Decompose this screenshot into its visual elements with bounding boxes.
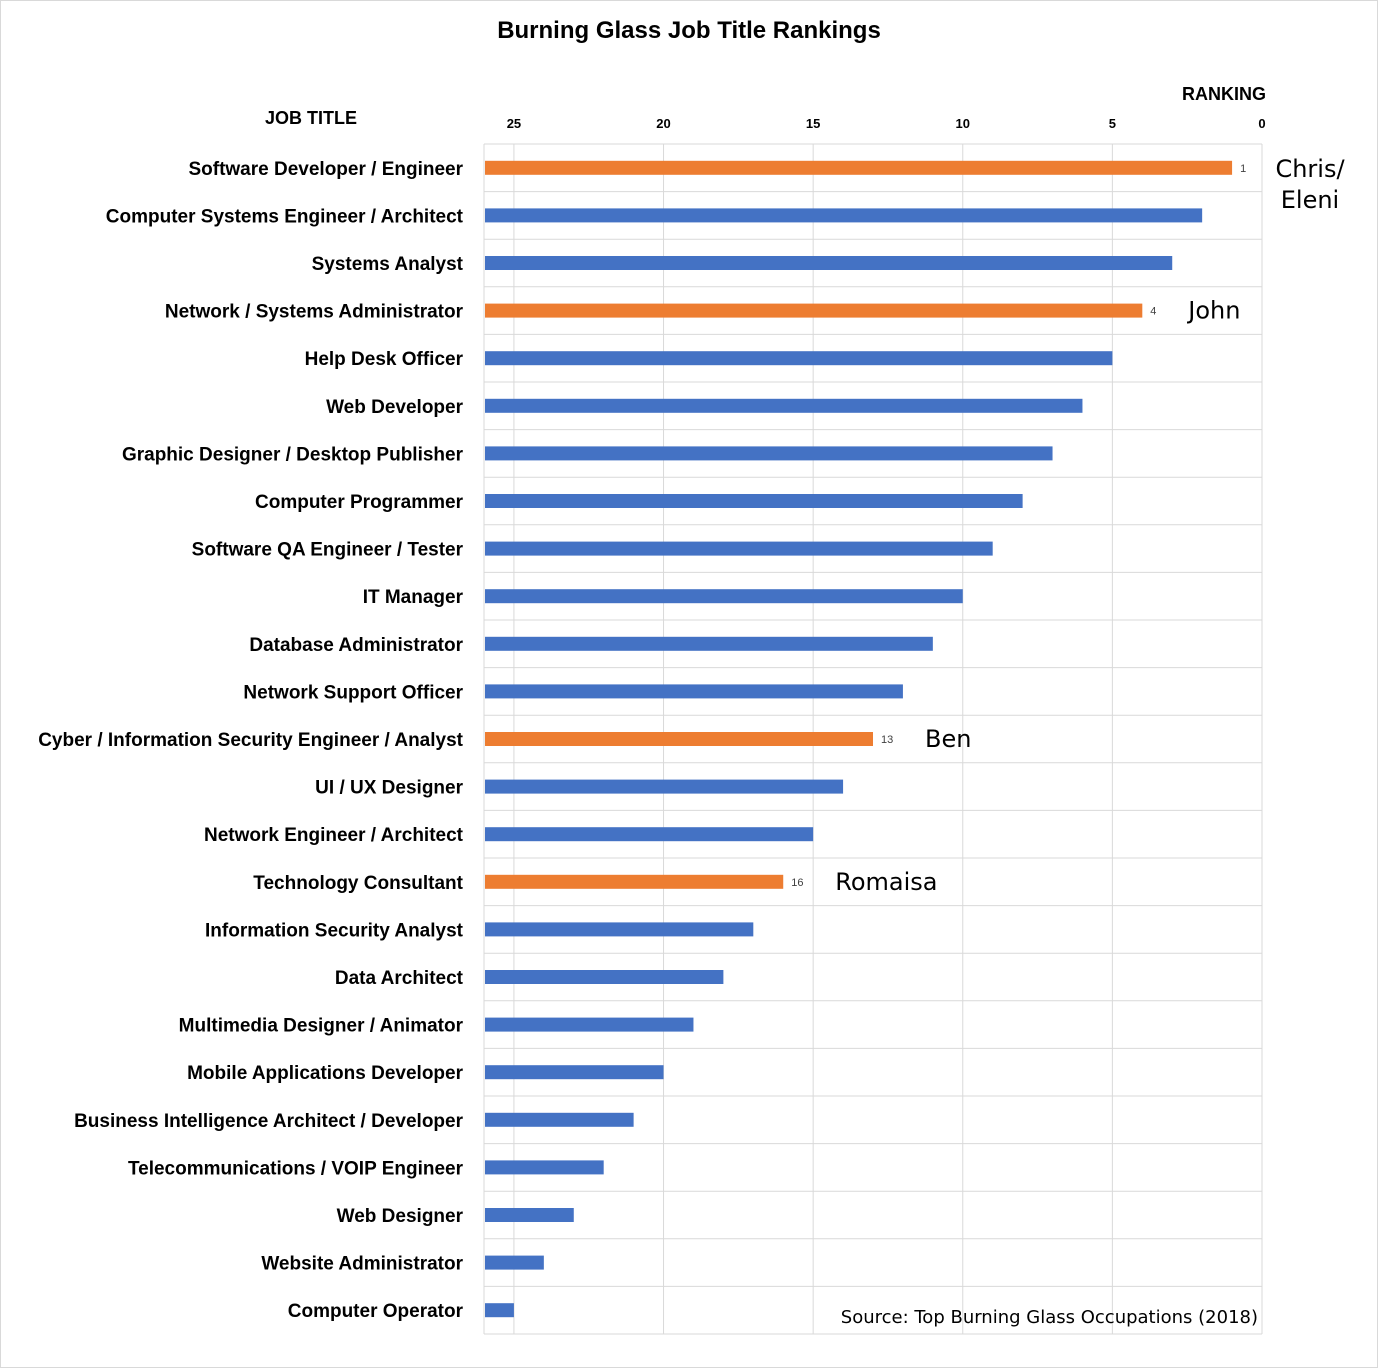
- bar: [485, 303, 1143, 318]
- category-label: Network Support Officer: [243, 682, 463, 703]
- category-label: Mobile Applications Developer: [187, 1063, 464, 1084]
- annotation-label: Romaisa: [835, 868, 937, 896]
- data-label: 1: [1240, 163, 1246, 175]
- bar: [485, 1065, 664, 1080]
- tick-label-20: 20: [656, 116, 670, 131]
- gridlines: [483, 143, 1263, 1335]
- category-label: IT Manager: [363, 587, 464, 608]
- bar: [485, 779, 844, 794]
- bar: [485, 256, 1173, 270]
- annotation-label: John: [1186, 297, 1240, 325]
- bar: [485, 1255, 544, 1270]
- bar: [485, 827, 814, 842]
- category-label: Computer Operator: [288, 1301, 464, 1322]
- category-label: Network Engineer / Architect: [204, 825, 464, 846]
- bar: [485, 1017, 694, 1032]
- category-label: Systems Analyst: [312, 254, 464, 275]
- chart-title: Burning Glass Job Title Rankings: [497, 17, 881, 44]
- bars: [485, 160, 1233, 1318]
- category-labels: Software Developer / Engineer Computer Sy…: [38, 159, 463, 1322]
- category-label: Software QA Engineer / Tester: [192, 540, 464, 561]
- category-label: Information Security Analyst: [205, 920, 464, 941]
- tick-label-25: 25: [507, 116, 521, 131]
- category-label: Web Developer: [326, 397, 464, 418]
- annotation-label: Ben: [925, 725, 971, 753]
- category-label: Data Architect: [335, 968, 464, 989]
- value-axis-ticks: 25 20 15 10 5 0: [507, 116, 1266, 131]
- value-axis-title: RANKING: [1182, 84, 1266, 104]
- annotations: Chris/Eleni John Ben Romaisa: [835, 155, 1345, 896]
- bar: [485, 1112, 634, 1127]
- bar: [485, 732, 873, 746]
- category-label: Telecommunications / VOIP Engineer: [128, 1158, 464, 1179]
- category-label: Multimedia Designer / Animator: [179, 1016, 464, 1037]
- bar: [485, 922, 754, 937]
- bar: [485, 589, 963, 604]
- category-label: Help Desk Officer: [305, 349, 464, 370]
- category-label: Software Developer / Engineer: [188, 159, 463, 180]
- category-label: Technology Consultant: [253, 873, 463, 894]
- category-label: Business Intelligence Architect / Develo…: [74, 1111, 464, 1132]
- bar: [485, 1208, 574, 1222]
- annotation-label: Eleni: [1281, 186, 1339, 214]
- bar: [485, 208, 1203, 223]
- source-note: Source: Top Burning Glass Occupations (2…: [841, 1307, 1258, 1328]
- bar: [485, 160, 1233, 175]
- bar: [485, 1160, 604, 1175]
- bar: [485, 970, 724, 984]
- category-label: Database Administrator: [249, 635, 463, 656]
- category-label: Web Designer: [337, 1206, 464, 1227]
- bar: [485, 874, 784, 889]
- category-label: UI / UX Designer: [315, 778, 463, 799]
- tick-label-15: 15: [806, 116, 820, 131]
- category-label: Graphic Designer / Desktop Publisher: [122, 444, 464, 465]
- data-labels: 1 4 13 16: [791, 163, 1246, 889]
- data-label: 16: [791, 877, 803, 889]
- bar: [485, 684, 903, 699]
- data-label: 13: [881, 734, 893, 746]
- data-label: 4: [1150, 306, 1156, 318]
- bar: [485, 541, 993, 556]
- tick-label-0: 0: [1258, 116, 1265, 131]
- category-label: Computer Systems Engineer / Architect: [106, 206, 464, 227]
- bar: [485, 636, 933, 651]
- annotation-label: Chris/: [1275, 155, 1345, 183]
- bar: [485, 494, 1023, 508]
- bar: [485, 1303, 514, 1318]
- bar: [485, 351, 1113, 366]
- bar: [485, 446, 1053, 461]
- bar: [485, 398, 1083, 413]
- category-label: Website Administrator: [261, 1254, 463, 1275]
- category-label: Computer Programmer: [255, 492, 464, 513]
- category-axis-title: JOB TITLE: [265, 108, 357, 128]
- category-label: Network / Systems Administrator: [165, 302, 464, 323]
- tick-label-5: 5: [1109, 116, 1116, 131]
- tick-label-10: 10: [956, 116, 970, 131]
- category-label: Cyber / Information Security Engineer / …: [38, 730, 463, 751]
